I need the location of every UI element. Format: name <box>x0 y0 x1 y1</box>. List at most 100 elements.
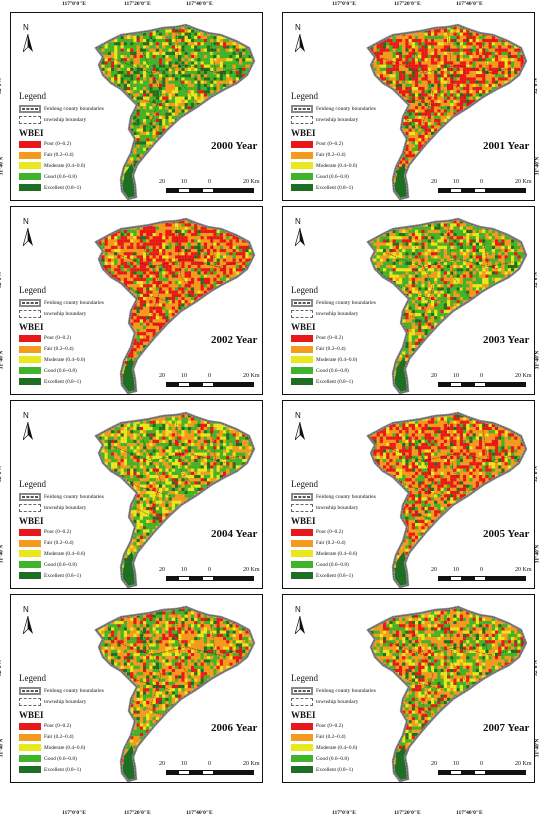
class-label-good: Good (0.6~0.8) <box>316 368 349 374</box>
wbei-classes: Poor (0~0.2) Fair (0.2~0.4) Moderate (0.… <box>291 721 431 775</box>
county-boundary-label: Feidong county boundaries <box>44 688 104 694</box>
wbei-title: WBEI <box>291 128 431 138</box>
scale-segment-5 <box>486 188 526 193</box>
class-label-fair: Fair (0.2~0.4) <box>316 540 346 546</box>
longitude-label-top-right-3: 117°40'0"E <box>456 1 483 7</box>
class-swatch-good <box>291 755 313 763</box>
scale-segment-5 <box>214 382 254 387</box>
year-label: 2000 Year <box>211 140 257 152</box>
latitude-label-left-row1-1: 32°0'N <box>0 78 3 94</box>
class-swatch-excellent <box>291 378 313 386</box>
class-swatch-excellent <box>19 572 41 580</box>
scale-segment-3 <box>462 188 474 193</box>
scale-segment-3 <box>190 770 202 775</box>
class-label-fair: Fair (0.2~0.4) <box>316 152 346 158</box>
scale-label-20-km: 20 Km <box>243 567 260 573</box>
scale-label-0: 0 <box>208 179 211 185</box>
class-swatch-good <box>19 561 41 569</box>
scale-bar: 20 10 0 20 Km <box>159 567 261 585</box>
map-panel-8: N Legend Feidong county boundaries towns… <box>282 594 535 783</box>
scale-segment-1 <box>438 576 450 581</box>
scale-label-20-left: 20 <box>431 567 437 573</box>
north-arrow: N <box>21 217 35 246</box>
county-boundary-label: Feidong county boundaries <box>316 300 376 306</box>
class-label-fair: Fair (0.2~0.4) <box>44 734 74 740</box>
scale-segment-5 <box>486 770 526 775</box>
scale-label-20-left: 20 <box>159 179 165 185</box>
scale-label-20-km: 20 Km <box>515 179 532 185</box>
class-label-excellent: Excellent (0.8~1) <box>316 379 353 385</box>
scale-segment-4 <box>202 770 214 775</box>
county-boundary-symbol <box>291 492 313 501</box>
class-row-moderate: Moderate (0.4~0.6) <box>291 743 431 754</box>
class-row-fair: Fair (0.2~0.4) <box>291 150 431 161</box>
class-row-good: Good (0.6~0.8) <box>19 559 159 570</box>
legend-county-row: Feidong county boundaries <box>291 103 431 114</box>
township-boundary-symbol <box>291 115 313 124</box>
scale-label-0: 0 <box>208 567 211 573</box>
class-swatch-fair <box>19 733 41 741</box>
wbei-map <box>366 605 528 782</box>
scale-label-0: 0 <box>480 567 483 573</box>
class-label-good: Good (0.6~0.8) <box>44 756 77 762</box>
north-label: N <box>295 217 301 226</box>
county-boundary-label: Feidong county boundaries <box>44 300 104 306</box>
longitude-label-top-left-1: 117°0'0"E <box>62 1 86 7</box>
township-boundary-symbol <box>291 697 313 706</box>
scale-label-10: 10 <box>181 373 187 379</box>
class-label-good: Good (0.6~0.8) <box>316 562 349 568</box>
class-swatch-fair <box>19 539 41 547</box>
class-row-excellent: Excellent (0.8~1) <box>291 182 431 193</box>
scale-label-0: 0 <box>208 761 211 767</box>
class-label-moderate: Moderate (0.4~0.6) <box>44 745 85 751</box>
township-boundary-symbol <box>291 309 313 318</box>
class-label-good: Good (0.6~0.8) <box>316 174 349 180</box>
legend: Legend Feidong county boundaries townshi… <box>19 91 159 193</box>
township-boundary-label: township boundary <box>316 311 358 317</box>
class-swatch-excellent <box>19 766 41 774</box>
legend: Legend Feidong county boundaries townshi… <box>291 91 431 193</box>
legend-county-row: Feidong county boundaries <box>291 685 431 696</box>
scale-segment-2 <box>178 188 190 193</box>
scale-segment-4 <box>202 576 214 581</box>
scale-label-20-km: 20 Km <box>243 373 260 379</box>
north-arrow-icon <box>295 616 305 634</box>
scale-label-10: 10 <box>453 761 459 767</box>
longitude-label-top-left-3: 117°40'0"E <box>186 1 213 7</box>
north-arrow: N <box>293 23 307 52</box>
class-label-poor: Poor (0~0.2) <box>316 529 343 535</box>
class-swatch-poor <box>19 722 41 730</box>
class-swatch-moderate <box>19 550 41 558</box>
legend-township-row: township boundary <box>19 696 159 707</box>
county-boundary-symbol <box>19 686 41 695</box>
legend-title: Legend <box>291 673 431 683</box>
wbei-map <box>366 23 528 200</box>
township-boundary-symbol <box>291 503 313 512</box>
year-label: 2006 Year <box>211 722 257 734</box>
class-row-poor: Poor (0~0.2) <box>291 333 431 344</box>
class-swatch-moderate <box>291 550 313 558</box>
scale-bar: 20 10 0 20 Km <box>159 179 261 197</box>
scale-label-10: 10 <box>453 373 459 379</box>
scale-label-20-left: 20 <box>431 761 437 767</box>
map-panel-3: N Legend Feidong county boundaries towns… <box>10 206 263 395</box>
class-row-excellent: Excellent (0.8~1) <box>291 570 431 581</box>
class-row-moderate: Moderate (0.4~0.6) <box>291 549 431 560</box>
scale-label-20-km: 20 Km <box>243 761 260 767</box>
longitude-label-bottom-right-2: 117°20'0"E <box>394 810 421 816</box>
scale-segment-5 <box>214 188 254 193</box>
legend-county-row: Feidong county boundaries <box>19 685 159 696</box>
township-boundary-symbol <box>19 503 41 512</box>
scale-bar: 20 10 0 20 Km <box>431 567 533 585</box>
north-arrow: N <box>21 23 35 52</box>
class-swatch-moderate <box>19 162 41 170</box>
scale-segment-4 <box>202 188 214 193</box>
scale-bar: 20 10 0 20 Km <box>159 373 261 391</box>
wbei-classes: Poor (0~0.2) Fair (0.2~0.4) Moderate (0.… <box>19 527 159 581</box>
county-boundary-symbol <box>291 686 313 695</box>
scale-label-10: 10 <box>453 567 459 573</box>
scale-segment-2 <box>178 770 190 775</box>
year-label: 2002 Year <box>211 334 257 346</box>
class-swatch-good <box>291 173 313 181</box>
class-row-fair: Fair (0.2~0.4) <box>291 732 431 743</box>
